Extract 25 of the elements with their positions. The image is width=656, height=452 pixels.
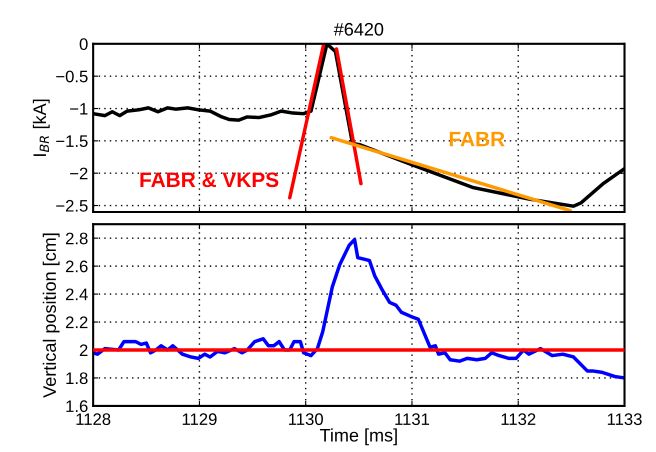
y-axis-title: Vertical position [cm]: [42, 234, 60, 398]
y-tick-label: 1.8: [66, 372, 88, 384]
y-tick-label: −1.5: [56, 135, 88, 148]
y-axis-title: I$_{BR}$ [kA]: [32, 100, 50, 156]
x-tick-label: 1128: [76, 413, 110, 426]
y-tick-label: 2.8: [66, 232, 88, 244]
y-tick-label: 2.2: [66, 316, 88, 328]
y-tick-label: 0: [80, 38, 88, 50]
series-label: FABR: [450, 132, 505, 146]
y-tick-label: 2.6: [66, 260, 88, 272]
y-tick-label: 2.4: [66, 288, 88, 300]
chart-title: #6420: [334, 22, 384, 36]
x-tick-label: 1129: [182, 413, 217, 426]
x-tick-label: 1132: [502, 413, 536, 426]
y-tick-label: −0.5: [56, 70, 88, 82]
y-tick-label: −1: [70, 103, 88, 115]
series-label: FABR & VKPS: [140, 172, 278, 188]
x-axis-title: Time [ms]: [320, 428, 397, 446]
y-tick-label: 2: [80, 344, 88, 356]
x-tick-label: 1133: [608, 413, 642, 426]
x-tick-label: 1131: [395, 413, 430, 426]
x-tick-label: 1130: [289, 413, 323, 426]
y-tick-label: −2: [70, 168, 88, 180]
y-tick-label: 1.6: [66, 400, 88, 412]
y-tick-label: −2.5: [56, 200, 88, 212]
